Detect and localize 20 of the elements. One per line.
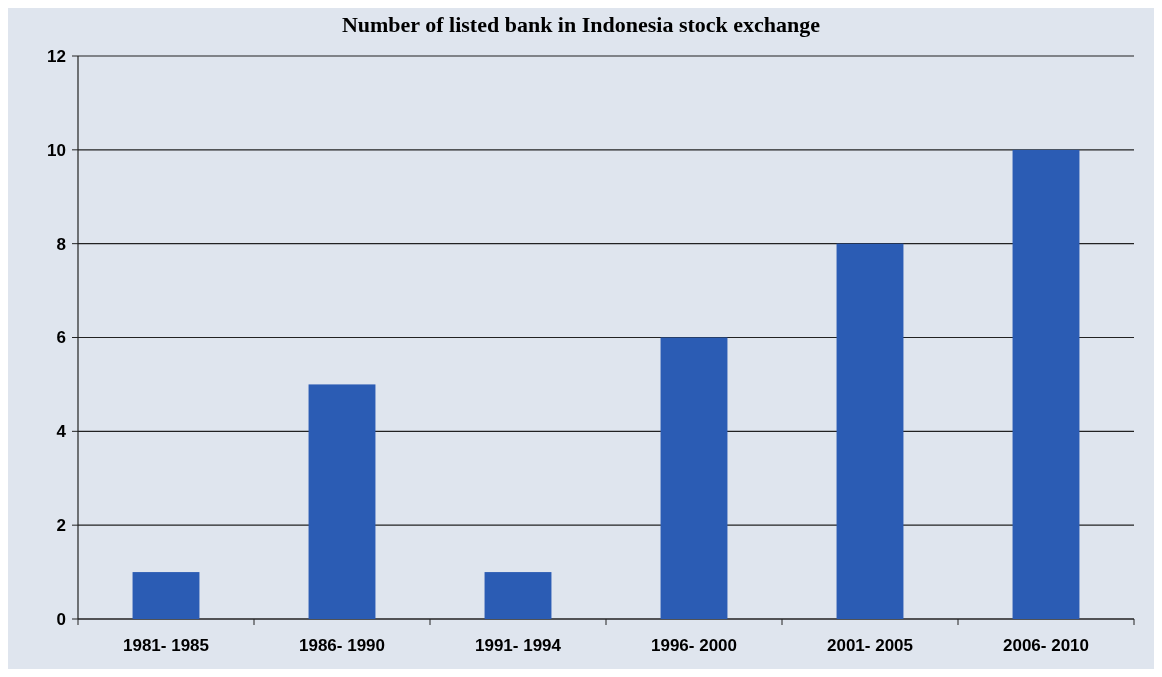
y-tick-label: 6 (56, 328, 66, 348)
x-tick-label: 1991- 1994 (474, 636, 562, 655)
x-tick-label: 2001- 2005 (826, 636, 914, 655)
bar (660, 337, 728, 619)
y-tick-label: 8 (56, 234, 66, 254)
bar (1012, 149, 1080, 619)
x-tick-label: 1986- 1990 (298, 636, 386, 655)
y-tick-label: 2 (56, 516, 66, 536)
y-tick-label: 12 (47, 46, 66, 66)
bar (484, 572, 552, 619)
chart-title: Number of listed bank in Indonesia stock exchange (341, 12, 821, 37)
x-tick-label: 1996- 2000 (650, 636, 738, 655)
y-tick-label: 10 (47, 140, 66, 160)
y-tick-label: 4 (56, 422, 67, 442)
x-tick-label: 2006- 2010 (1002, 636, 1090, 655)
x-tick-label: 1981- 1985 (122, 636, 210, 655)
y-tick-label: 0 (56, 609, 66, 629)
bar (836, 243, 904, 619)
bar (308, 384, 376, 619)
bar (132, 572, 200, 619)
